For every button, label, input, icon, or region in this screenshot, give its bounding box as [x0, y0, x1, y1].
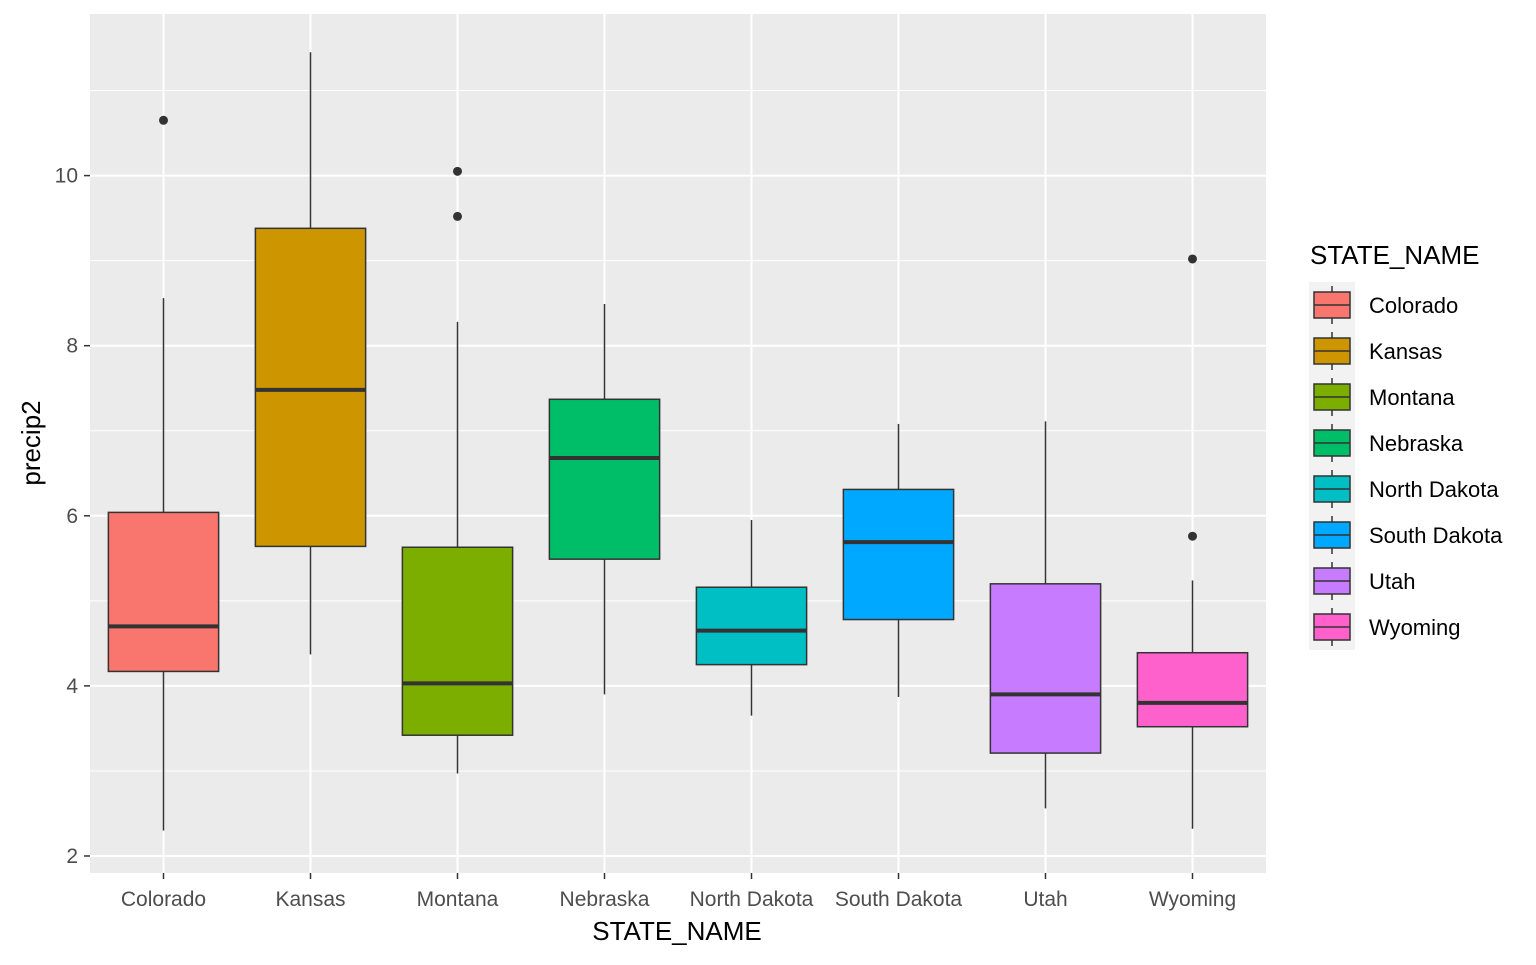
y-axis-title: precip2: [16, 400, 46, 485]
legend-label: North Dakota: [1369, 477, 1499, 502]
box-montana: [401, 166, 514, 774]
x-tick-label: South Dakota: [835, 888, 963, 911]
x-tick-label: Kansas: [275, 888, 345, 911]
x-tick-label: North Dakota: [690, 888, 814, 911]
y-tick-label: 6: [66, 505, 78, 528]
box-iqr: [548, 398, 661, 560]
outlier-point: [453, 166, 462, 176]
x-tick-label: Utah: [1023, 888, 1067, 911]
box-south-dakota: [842, 423, 955, 697]
legend-item: Nebraska: [1313, 424, 1464, 462]
box-iqr: [695, 586, 808, 666]
y-tick-label: 4: [66, 675, 78, 698]
box-iqr: [842, 488, 955, 621]
boxes-layer: [107, 52, 1249, 831]
legend-label: South Dakota: [1369, 523, 1503, 548]
y-axis: 2 4 6 8 10: [55, 165, 90, 868]
legend-item: Colorado: [1313, 286, 1458, 324]
legend-label: Kansas: [1369, 339, 1442, 364]
outlier-point: [159, 115, 168, 125]
x-axis-title: STATE_NAME: [592, 916, 762, 946]
y-tick-label: 10: [55, 165, 78, 188]
legend-item: North Dakota: [1313, 470, 1499, 508]
y-tick-label: 2: [66, 845, 78, 868]
legend: STATE_NAME Colorado Kansas Montana Nebraska…: [1309, 240, 1503, 650]
y-tick-label: 8: [66, 335, 78, 358]
box-iqr: [254, 227, 367, 548]
box-iqr: [1136, 651, 1249, 728]
legend-label: Utah: [1369, 569, 1415, 594]
box-utah: [989, 421, 1102, 809]
outlier-point: [453, 211, 462, 221]
box-iqr: [107, 511, 220, 673]
box-north-dakota: [695, 520, 808, 716]
outlier-point: [1188, 531, 1197, 541]
box-nebraska: [548, 304, 661, 695]
box-iqr: [989, 583, 1102, 754]
box-colorado: [107, 115, 220, 831]
legend-item: Utah: [1313, 562, 1415, 600]
legend-label: Nebraska: [1369, 431, 1464, 456]
legend-item: Montana: [1313, 378, 1455, 416]
x-tick-label: Montana: [417, 888, 499, 911]
legend-item: Kansas: [1313, 332, 1442, 370]
legend-label: Wyoming: [1369, 615, 1461, 640]
legend-item: Wyoming: [1313, 608, 1461, 646]
legend-label: Montana: [1369, 385, 1455, 410]
legend-label: Colorado: [1369, 293, 1458, 318]
legend-item: South Dakota: [1313, 516, 1503, 554]
legend-title: STATE_NAME: [1310, 240, 1480, 270]
box-wyoming: [1136, 254, 1249, 829]
x-tick-label: Nebraska: [560, 888, 650, 911]
box-kansas: [254, 52, 367, 655]
outlier-point: [1188, 254, 1197, 264]
x-tick-label: Colorado: [121, 888, 206, 911]
box-iqr: [401, 546, 514, 736]
x-tick-label: Wyoming: [1149, 888, 1236, 911]
x-axis: Colorado Kansas Montana Nebraska North Dakot…: [121, 873, 1236, 911]
